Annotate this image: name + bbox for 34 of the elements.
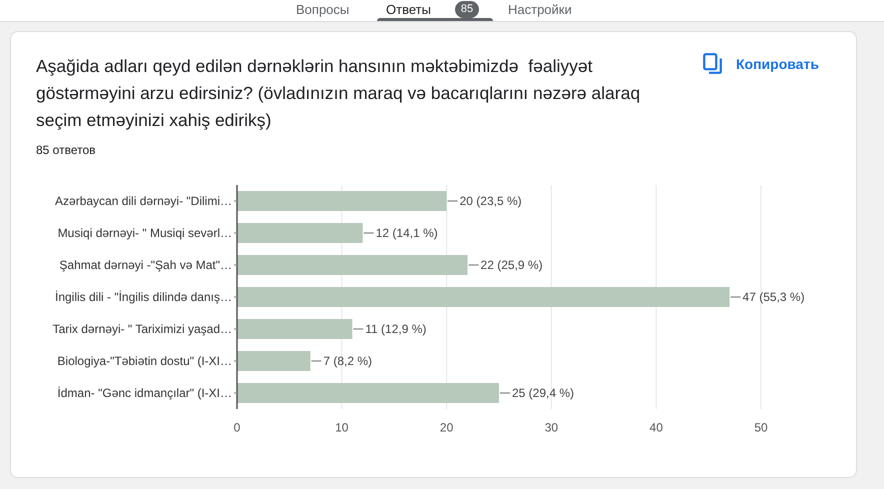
y-tick-label: Azərbaycan dili dərnəyi- "Dilimi…: [55, 194, 232, 208]
data-label: 47 (55,3 %): [742, 290, 805, 304]
bar: [237, 287, 730, 307]
text: Копировать: [736, 56, 819, 72]
data-label: 7 (8,2 %): [323, 354, 372, 368]
bar: [237, 223, 363, 243]
text: Ответы: [386, 2, 431, 17]
x-tick-label: 50: [754, 420, 768, 435]
x-tick-label: 20: [440, 420, 454, 435]
text: 85: [455, 1, 479, 18]
data-label: 11 (12,9 %): [365, 322, 426, 336]
y-tick-label: Şahmat dərnəyi -"Şah və Mat"…: [59, 258, 232, 272]
bar: [237, 255, 468, 275]
chart-title: Aşağida adları qeyd edilən dərnəklərin hansının məktəbimizdə fəaliyyət göstərməyini arzu edirsiniz? (övladınızın maraq və bacarıqlarını nəzərə alaraq seçim etməyinizi xahiş edirikş): [36, 55, 642, 132]
x-tick-label: 40: [650, 420, 664, 435]
data-label: 22 (25,9 %): [480, 258, 543, 272]
y-tick-label: İdman- "Gənc idmançılar" (I-XI…: [57, 386, 232, 400]
x-tick-label: 0: [234, 420, 241, 435]
text: Настройки: [508, 2, 572, 17]
x-tick-label: 10: [335, 420, 349, 435]
y-tick-label: İngilis dili - "İngilis dilində danış…: [54, 290, 232, 304]
data-label: 20 (23,5 %): [460, 194, 522, 208]
y-tick-label: Biologiya-"Təbiətin dostu" (I-XI…: [57, 354, 232, 368]
bar: [237, 351, 310, 371]
y-tick-label: Tarix dərnəyi- " Tariximizi yaşad…: [52, 322, 232, 336]
x-tick-label: 30: [544, 420, 558, 435]
data-label: 25 (29,4 %): [512, 386, 574, 400]
text: Вопросы: [296, 2, 350, 17]
bar: [237, 191, 447, 211]
bar: [237, 319, 352, 339]
y-tick-label: Musiqi dərnəyi- " Musiqi sevərl…: [58, 226, 232, 240]
data-label: 12 (14,1 %): [376, 226, 438, 240]
bar: [237, 383, 499, 403]
text: 85 ответов: [36, 142, 96, 158]
